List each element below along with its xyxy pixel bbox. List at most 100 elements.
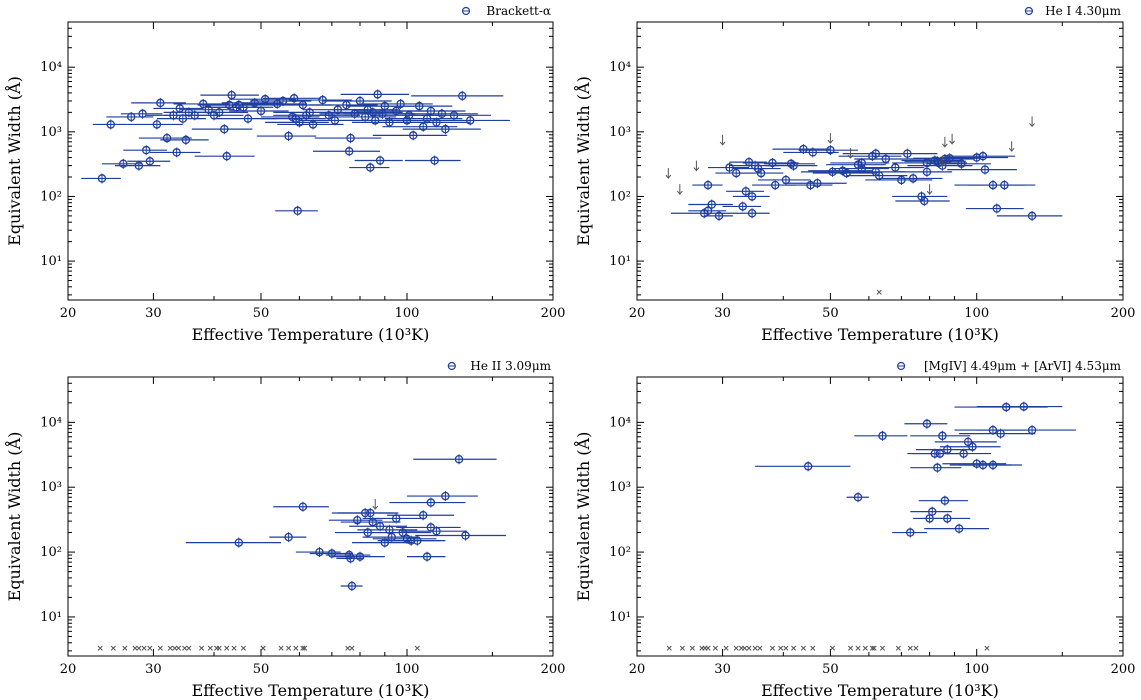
data-point: [1027, 425, 1037, 435]
non-detection-marker: [207, 645, 213, 651]
y-tick-label: 10¹: [609, 610, 631, 625]
data-point: [284, 532, 293, 542]
non-detection-marker: [752, 645, 758, 651]
x-tick-label: 100: [395, 306, 420, 321]
non-detection-marker: [742, 645, 748, 651]
data-point: [738, 202, 747, 211]
data-point: [897, 175, 906, 185]
data-point: [305, 108, 314, 117]
data-point: [353, 515, 362, 525]
data-point: [992, 204, 1002, 213]
y-tick-label: 10¹: [40, 610, 62, 625]
upper-limit-arrowhead: [719, 141, 726, 146]
upper-limit-arrowhead: [939, 162, 946, 168]
legend-label: He I 4.30μm: [1045, 4, 1121, 18]
non-detection-marker: [240, 645, 246, 651]
non-detection-marker: [97, 645, 103, 651]
data-point: [957, 159, 966, 169]
data-point: [119, 159, 128, 169]
non-detection-marker: [829, 645, 836, 651]
non-detection-marker: [876, 289, 882, 295]
data-point: [289, 94, 299, 103]
non-detection-marker: [198, 645, 205, 651]
data-point: [449, 111, 459, 120]
data-point: [465, 116, 475, 125]
y-tick-label: 10²: [609, 189, 631, 204]
y-axis-label: Equivalent Width (Å): [4, 432, 24, 602]
data-point: [908, 174, 918, 183]
data-point: [458, 91, 467, 101]
data-point: [747, 192, 757, 201]
x-tick-label: 100: [395, 662, 420, 677]
y-axis-label: Equivalent Width (Å): [4, 76, 24, 246]
x-tick-label: 200: [541, 662, 566, 677]
data-point: [714, 211, 724, 221]
data-point: [770, 180, 780, 190]
x-tick-label: 50: [822, 306, 839, 321]
data-point: [988, 460, 998, 470]
data-point: [432, 526, 441, 536]
plot-frame: [636, 21, 1124, 301]
data-point: [152, 120, 162, 129]
data-point: [954, 524, 964, 533]
non-detection-marker: [862, 645, 868, 651]
data-point: [903, 149, 912, 158]
data-point: [1027, 211, 1037, 221]
data-point: [234, 100, 244, 110]
data-point: [222, 151, 232, 161]
data-point: [813, 179, 822, 188]
non-detection-marker: [855, 645, 861, 651]
data-point: [426, 498, 436, 507]
non-detection-marker: [723, 645, 729, 651]
data-point: [295, 118, 304, 127]
data-point: [256, 106, 266, 116]
non-detection-marker: [186, 645, 192, 651]
y-axis-label: Equivalent Width (Å): [573, 432, 593, 602]
data-point: [172, 148, 181, 157]
x-tick-label: 30: [714, 306, 731, 321]
data-point: [940, 496, 950, 505]
plot-frame: [67, 21, 554, 301]
data-point: [972, 153, 981, 162]
y-tick-label: 10⁴: [40, 60, 62, 75]
non-detection-marker: [136, 645, 142, 651]
data-point: [430, 156, 439, 165]
non-detection-marker: [147, 645, 153, 651]
data-point: [198, 99, 208, 109]
non-detection-marker: [172, 645, 178, 651]
non-detection-marker: [895, 645, 901, 651]
data-point: [978, 151, 988, 161]
x-tick-label: 20: [60, 306, 77, 321]
upper-limit-arrowhead: [665, 174, 672, 179]
data-point: [432, 118, 441, 127]
non-detection-marker: [666, 645, 672, 651]
non-detection-marker: [778, 645, 784, 651]
data-point: [707, 200, 717, 209]
upper-limit-arrowhead: [847, 154, 854, 159]
data-point: [747, 208, 757, 218]
x-tick-label: 200: [541, 306, 566, 321]
data-point: [853, 493, 863, 502]
non-detection-marker: [757, 645, 763, 651]
data-point: [318, 95, 327, 105]
non-detection-marker: [913, 645, 919, 651]
data-point: [366, 508, 375, 518]
data-point: [922, 419, 932, 429]
data-point: [703, 180, 713, 190]
non-detection-marker: [110, 645, 116, 651]
non-detection-marker: [132, 645, 138, 651]
upper-limit-arrowhead: [1029, 123, 1035, 128]
data-point: [204, 105, 213, 114]
y-tick-label: 10⁴: [40, 415, 62, 430]
non-detection-marker: [414, 645, 420, 651]
plot-frame: [67, 376, 554, 657]
x-axis-label: Effective Temperature (10³K): [761, 325, 999, 344]
x-tick-label: 30: [714, 662, 731, 677]
data-point: [134, 161, 144, 170]
data-point: [284, 131, 293, 141]
data-point: [803, 462, 813, 471]
data-point: [768, 158, 777, 168]
data-point: [418, 510, 428, 520]
legend-label: He II 3.09μm: [470, 359, 551, 373]
data-point: [943, 514, 952, 523]
